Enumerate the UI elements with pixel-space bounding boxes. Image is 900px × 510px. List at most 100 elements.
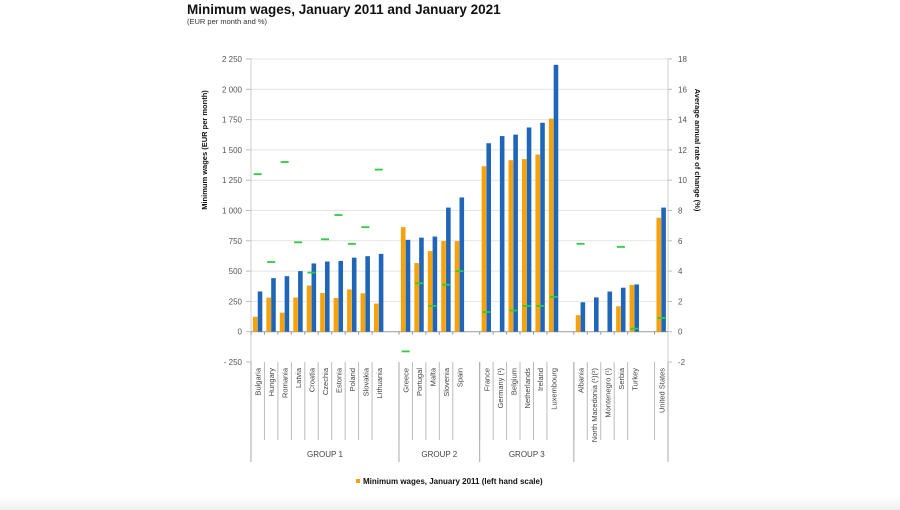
bar-2011-serbia [616, 306, 621, 332]
category-label: Turkey [630, 368, 639, 391]
bar-2011-france [481, 166, 487, 332]
rate-marker-lithuania [374, 168, 383, 171]
bar-2011-greece [400, 227, 406, 332]
y-tick-label: 1 500 [222, 146, 243, 155]
y2-tick-label: 8 [678, 207, 683, 216]
y-tick-label: 500 [229, 267, 243, 276]
bar-2011-portugal [414, 263, 419, 332]
y-tick-label: 2 250 [222, 55, 243, 64]
y2-axis-title: Average annual rate of change (%) [693, 89, 702, 212]
bar-2021-france [486, 143, 492, 332]
legend-label: Minimum wages, January 2011 (left hand s… [363, 477, 543, 486]
bar-2021-belgium [513, 134, 518, 332]
bar-2021-turkey [634, 284, 639, 332]
rate-marker-belgium [509, 309, 518, 312]
rate-marker-bulgaria [253, 173, 262, 176]
y-tick-label: 1 250 [222, 176, 243, 185]
category-label: Greece [402, 368, 411, 393]
bar-2021-slovenia [446, 207, 451, 332]
y2-tick-label: 10 [678, 176, 687, 185]
rate-marker-greece [401, 350, 410, 353]
y2-tick-label: 4 [678, 267, 683, 276]
category-label: Montenegro (¹) [603, 368, 612, 418]
bar-2021-estonia [338, 260, 344, 332]
bar-2011-luxembourg [548, 118, 554, 332]
bar-2011-hungary [266, 297, 271, 332]
bar-2011-netherlands [521, 159, 527, 332]
y2-tick-label: 0 [678, 328, 683, 337]
category-label: Latvia [294, 367, 303, 388]
bar-2011-czechia [320, 293, 325, 332]
group-label: GROUP 3 [509, 450, 545, 459]
category-label: Estonia [334, 367, 343, 393]
rate-marker-portugal [415, 282, 424, 285]
group-label: GROUP 1 [307, 450, 343, 459]
bar-2011-romania [279, 312, 285, 332]
legend-swatch [356, 479, 360, 483]
bar-2011-ireland [535, 154, 541, 332]
y-axis-title: Minimum wages (EUR per month) [200, 90, 209, 210]
category-label: Slovenia [442, 367, 451, 397]
bar-2011-albania [575, 315, 581, 332]
bar-2011-slovakia [360, 293, 366, 332]
category-label: Lithuania [375, 367, 384, 398]
bar-2021-poland [351, 257, 357, 332]
bar-2021-hungary [271, 278, 276, 332]
category-label: Belgium [509, 368, 518, 395]
bar-2021-spain [459, 197, 465, 332]
y2-tick-label: 14 [678, 116, 687, 125]
bar-2021-czechia [324, 261, 330, 332]
bar-2021-united-states [661, 207, 666, 332]
category-label: Bulgaria [254, 367, 263, 395]
bar-2011-latvia [293, 297, 298, 332]
bar-2011-lithuania [373, 303, 379, 332]
y2-tick-label: 18 [678, 55, 687, 64]
rate-marker-slovenia [442, 283, 451, 286]
bar-2021-albania [580, 302, 586, 332]
category-label: Ireland [536, 368, 545, 391]
bar-2021-lithuania [378, 253, 384, 332]
y-tick-label: - 250 [224, 358, 243, 367]
rate-marker-spain [455, 270, 464, 272]
y2-tick-label: 16 [678, 85, 687, 94]
bar-2011-belgium [508, 160, 514, 332]
category-label: Germany (¹) [496, 368, 505, 409]
bar-2011-croatia [306, 285, 312, 332]
category-label: Czechia [321, 367, 330, 395]
y-tick-label: 1 000 [222, 207, 243, 216]
category-label: Spain [456, 368, 465, 387]
rate-marker-slovakia [361, 226, 370, 229]
y-tick-label: 0 [238, 328, 243, 337]
rate-marker-turkey [630, 327, 639, 330]
bar-2021-romania [284, 276, 290, 332]
category-label: Slovakia [361, 367, 370, 396]
category-label: Netherlands [523, 368, 532, 409]
bar-2021-luxembourg [553, 64, 559, 332]
bottom-fade [0, 496, 900, 510]
y-tick-label: 250 [229, 297, 243, 306]
y2-tick-label: 12 [678, 146, 687, 155]
y-tick-label: 1 750 [222, 116, 243, 125]
category-label: Albania [577, 367, 586, 393]
bar-2021-greece [405, 239, 411, 332]
rate-marker-poland [347, 242, 356, 245]
y2-tick-label: 2 [678, 297, 683, 306]
rate-marker-albania [576, 242, 585, 245]
y2-tick-label: -2 [678, 358, 686, 367]
bar-2021-north-macedonia- [594, 297, 599, 332]
bar-2011-bulgaria [252, 316, 258, 332]
bar-2011-turkey [629, 285, 635, 332]
bar-2021-slovakia [365, 256, 370, 332]
rate-marker-estonia [334, 214, 343, 216]
category-label: North Macedonia (¹)(²) [590, 368, 599, 443]
rate-marker-netherlands [522, 305, 531, 307]
category-label: Poland [348, 368, 357, 391]
rate-marker-united-states [657, 317, 666, 319]
bar-2021-malta [432, 236, 438, 332]
bar-2011-united-states [656, 217, 662, 332]
category-label: Portugal [415, 368, 424, 396]
bar-2021-netherlands [526, 127, 532, 332]
category-label: Luxembourg [550, 368, 559, 410]
rate-marker-ireland [536, 305, 545, 307]
